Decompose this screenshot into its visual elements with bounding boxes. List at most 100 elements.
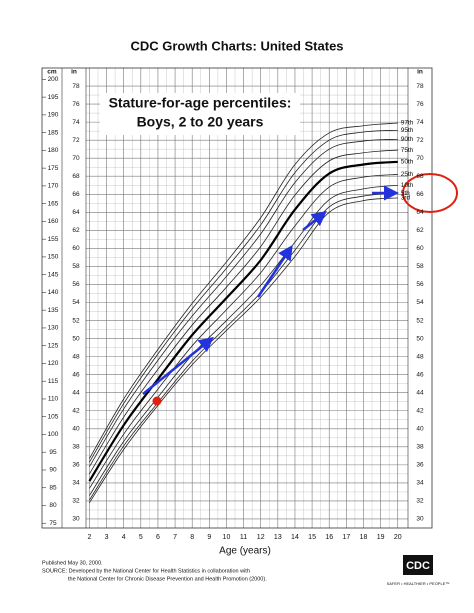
x-tick-label: 16 (325, 534, 333, 541)
legend-label: 95th (401, 127, 414, 134)
x-tick-label: 11 (240, 534, 247, 541)
x-tick-label: 5 (139, 534, 143, 541)
legend-label: 75th (401, 147, 414, 154)
arrow (142, 336, 214, 395)
percentile-curve (88, 160, 398, 482)
y-tick-label: 60 (72, 245, 80, 252)
y-tick-label-right: 76 (416, 101, 424, 108)
y2-tick-label: 135 (48, 307, 59, 314)
y-tick-label-right: 56 (416, 281, 424, 288)
y2-tick-label: 85 (49, 484, 57, 491)
y-tick-label-right: 72 (416, 137, 424, 144)
percentile-curve (89, 184, 398, 496)
y-tick-label-right: 42 (416, 407, 424, 414)
percentile-curve (89, 197, 398, 503)
y2-tick-label: 160 (48, 218, 59, 225)
subtitle: Stature-for-age percentiles: (109, 95, 292, 111)
x-tick-label: 17 (342, 534, 350, 541)
y-tick-label: 58 (72, 263, 80, 270)
y2-tick-label: 95 (49, 449, 57, 456)
x-tick-label: 14 (291, 534, 299, 541)
y-tick-label: 44 (72, 389, 80, 396)
y-tick-label-right: 58 (416, 263, 424, 270)
y-tick-label: 56 (72, 281, 80, 288)
subtitle: Boys, 2 to 20 years (137, 114, 264, 130)
x-tick-label: 15 (308, 534, 316, 541)
annotations (142, 173, 458, 406)
y-tick-label: 54 (72, 299, 80, 306)
y2-tick-label: 120 (48, 360, 59, 367)
footer: the National Center for Chronic Disease … (68, 576, 267, 582)
subtitle-box (100, 93, 300, 135)
highlight-dot (152, 396, 162, 406)
y2-tick-label: 155 (48, 236, 59, 243)
y-axis-unit-right: in (417, 69, 423, 76)
y-tick-label-right: 38 (416, 444, 424, 451)
percentile-curve (89, 138, 398, 467)
y2-tick-label: 80 (49, 502, 57, 509)
y-tick-label: 72 (72, 137, 80, 144)
y-tick-label-right: 48 (416, 353, 424, 360)
y-tick-label-right: 40 (416, 426, 424, 433)
y-tick-label-right: 44 (416, 389, 424, 396)
y-tick-label: 30 (72, 516, 80, 523)
x-tick-label: 9 (207, 534, 211, 541)
y-tick-label: 76 (72, 101, 80, 108)
y2-tick-label: 165 (48, 200, 59, 207)
percentile-curve (89, 149, 398, 475)
legend-label: 5th (401, 190, 410, 197)
y-tick-label-right: 30 (416, 516, 424, 523)
x-tick-label: 10 (223, 534, 231, 541)
chart-title: CDC Growth Charts: United States (130, 38, 343, 53)
y-tick-label-right: 64 (416, 209, 424, 216)
y-tick-label: 62 (72, 227, 80, 234)
y-tick-label: 78 (72, 83, 80, 90)
y2-tick-label: 90 (49, 467, 57, 474)
y-tick-label: 42 (72, 407, 80, 414)
percentile-curve (89, 129, 398, 463)
y-tick-label: 70 (72, 155, 80, 162)
y-tick-label: 38 (72, 444, 80, 451)
x-tick-label: 18 (360, 534, 368, 541)
percentile-curve (89, 192, 398, 501)
x-tick-label: 20 (394, 534, 402, 541)
arrow (302, 210, 327, 231)
y2-tick-label: 75 (49, 520, 57, 527)
y-tick-label-right: 74 (416, 119, 424, 126)
x-tick-label: 6 (156, 534, 160, 541)
y-tick-label-right: 52 (416, 317, 424, 324)
legend-label: 50th (401, 159, 414, 166)
y-tick-label-right: 62 (416, 227, 424, 234)
y-tick-label-right: 36 (416, 462, 424, 469)
y-tick-label: 40 (72, 426, 80, 433)
y-tick-label-right: 68 (416, 173, 424, 180)
y2-axis-unit: cm (47, 69, 57, 76)
footer: SOURCE: Developed by the National Center… (42, 568, 250, 574)
logo-tagline: SAFER • HEALTHIER • PEOPLE™ (387, 581, 450, 586)
y2-tick-label: 115 (48, 378, 59, 385)
highlight-circle (402, 173, 458, 213)
y2-tick-label: 180 (48, 147, 59, 154)
legend-label: 3rd (401, 195, 411, 202)
y2-tick-label: 175 (48, 165, 59, 172)
y2-tick-label: 105 (48, 413, 59, 420)
percentile-curve (89, 122, 398, 459)
y-tick-label-right: 46 (416, 371, 424, 378)
frame (41, 67, 433, 529)
y2-tick-label: 125 (48, 342, 59, 349)
x-tick-label: 8 (190, 534, 194, 541)
y2-tick-label: 195 (48, 94, 59, 101)
y2-tick-label: 190 (48, 112, 59, 119)
legend-label: 10th (401, 182, 414, 189)
y-tick-label: 74 (72, 119, 80, 126)
y-tick-label: 34 (72, 480, 80, 487)
y-tick-label: 46 (72, 371, 80, 378)
x-tick-label: 7 (173, 534, 177, 541)
y2-tick-label: 150 (48, 254, 59, 261)
x-tick-label: 19 (377, 534, 385, 541)
legend-label: 90th (401, 136, 414, 143)
x-tick-label: 4 (122, 534, 126, 541)
y-tick-label-right: 70 (416, 155, 424, 162)
y-tick-label: 66 (72, 191, 80, 198)
